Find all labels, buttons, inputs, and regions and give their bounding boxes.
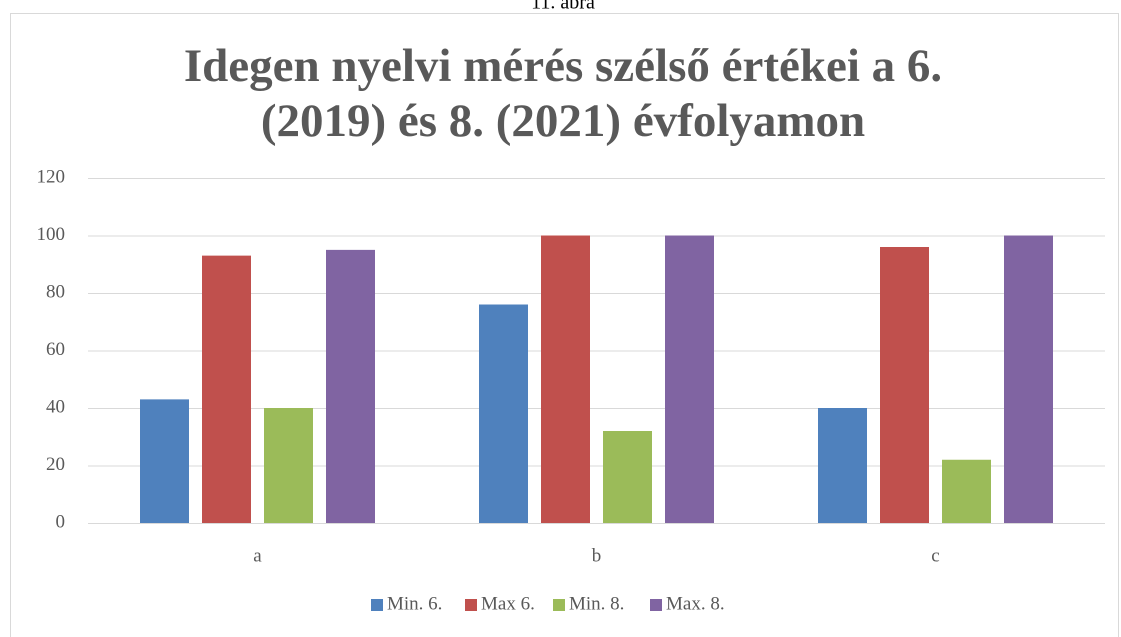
legend-label: Max 6. [481, 593, 535, 614]
legend-label: Max. 8. [666, 593, 725, 614]
chart-title: Idegen nyelvi mérés szélső értékei a 6. [184, 40, 942, 92]
bar [541, 235, 590, 523]
legend-swatch [371, 599, 383, 611]
chart-title: (2019) és 8. (2021) évfolyamon [261, 95, 865, 147]
x-tick-label: b [592, 545, 602, 566]
x-tick-label: c [931, 545, 939, 566]
legend-label: Min. 8. [569, 593, 624, 614]
legend-label: Min. 6. [387, 593, 442, 614]
bar [479, 304, 528, 523]
y-tick-label: 80 [46, 281, 65, 302]
y-tick-label: 40 [46, 396, 65, 417]
y-tick-label: 120 [37, 166, 66, 187]
chart-border [10, 13, 1119, 637]
y-tick-label: 60 [46, 339, 65, 360]
caption: 11. ábra [531, 0, 595, 14]
bar [202, 255, 251, 523]
bar [264, 408, 313, 523]
bar [880, 247, 929, 523]
bar [326, 249, 375, 523]
bar [1004, 235, 1053, 523]
bar [942, 459, 991, 523]
legend-swatch [465, 599, 477, 611]
legend-swatch [650, 599, 662, 611]
y-tick-label: 20 [46, 454, 65, 475]
bar [603, 431, 652, 523]
bar [818, 408, 867, 523]
bar [665, 235, 714, 523]
y-tick-label: 0 [56, 511, 66, 532]
y-tick-label: 100 [37, 224, 66, 245]
bar [140, 399, 189, 523]
x-tick-label: a [253, 545, 262, 566]
legend-swatch [553, 599, 565, 611]
